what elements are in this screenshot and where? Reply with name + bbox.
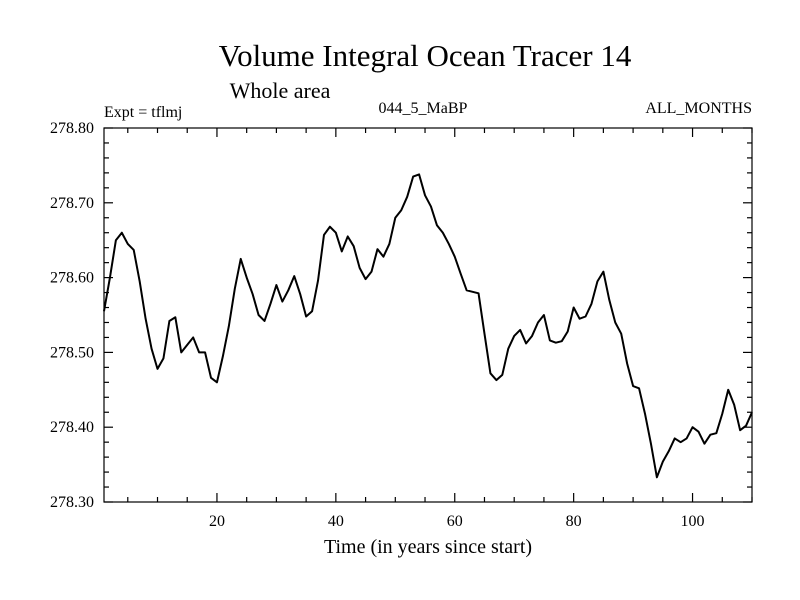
expt-label: Expt = tflmj	[104, 104, 182, 121]
y-tick-label: 278.40	[50, 419, 94, 436]
plot-frame	[103, 127, 753, 503]
x-tick-label: 100	[681, 513, 705, 530]
x-tick-label: 20	[209, 513, 225, 530]
x-tick-label: 60	[447, 513, 463, 530]
series-line	[103, 173, 753, 479]
chart-title: Volume Integral Ocean Tracer 14	[219, 38, 632, 73]
axis-ticks	[104, 127, 753, 503]
y-tick-label: 278.50	[50, 344, 94, 361]
y-tick-label: 278.70	[50, 195, 94, 212]
months-label: ALL_MONTHS	[645, 100, 752, 117]
x-tick-label: 80	[566, 513, 582, 530]
period-label: 044_5_MaBP	[379, 100, 468, 117]
x-tick-labels: 20 40 60 80 100	[209, 513, 705, 530]
y-tick-label: 278.60	[50, 270, 94, 287]
x-axis-label: Time (in years since start)	[324, 536, 532, 558]
chart-subtitle: Whole area	[230, 78, 331, 103]
y-tick-label: 278.80	[50, 120, 94, 137]
x-tick-label: 40	[328, 513, 344, 530]
y-tick-label: 278.30	[50, 494, 94, 511]
y-tick-labels: 278.30 278.40 278.50 278.60 278.70 278.80	[50, 120, 94, 511]
